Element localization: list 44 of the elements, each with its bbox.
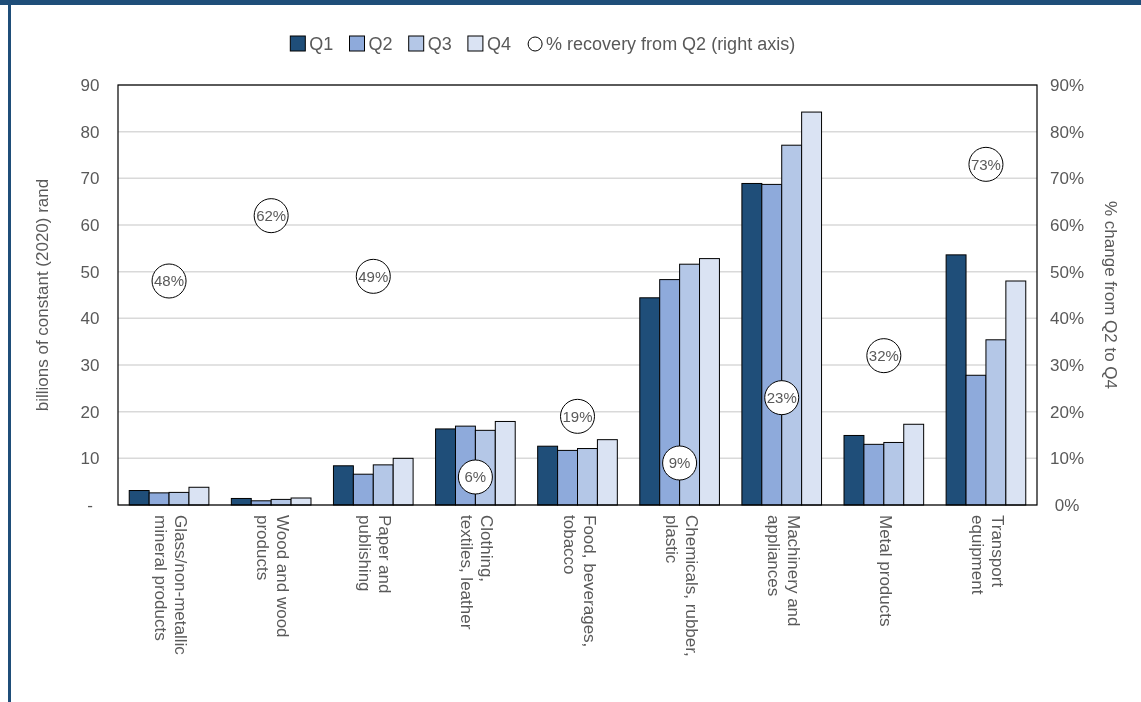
y2-tick-label: 60% (1049, 215, 1085, 235)
x-tick-label: Transport equipment (967, 515, 1007, 595)
y2-tick-label: 20% (1049, 402, 1085, 422)
y2-tick-label: 80% (1049, 122, 1085, 142)
legend-label: Q4 (486, 34, 511, 55)
x-tick-label: Glass/non-metallic mineral products (150, 515, 190, 656)
data-label: 32% (868, 346, 899, 364)
data-label: 23% (766, 388, 797, 406)
data-label: 19% (562, 407, 593, 425)
legend-label: Q2 (368, 34, 393, 55)
x-tick-label: Metal products (875, 515, 895, 627)
y2-tick-label: 10% (1049, 449, 1085, 469)
x-tick-label: Chemicals, rubber, plastic (661, 515, 701, 657)
y2-tick-label: 90% (1049, 75, 1085, 95)
y-tick-label: 20 (80, 402, 100, 422)
data-label: 48% (154, 272, 185, 290)
y2-tick-label: 50% (1049, 262, 1085, 282)
y-tick-label: 50 (80, 262, 100, 282)
x-tick-label: Paper and publishing (354, 515, 394, 594)
data-label: 73% (970, 155, 1001, 173)
y-axis-title: billions of constant (2020) rand (33, 178, 52, 412)
y2-tick-label: 40% (1049, 309, 1085, 329)
data-label: 6% (464, 468, 487, 486)
y-tick-label: - (87, 495, 93, 515)
data-label: 49% (358, 267, 389, 285)
y-tick-label: 70 (80, 169, 100, 189)
y-tick-label: 90 (80, 75, 100, 95)
x-tick-label: Wood and wood products (252, 515, 292, 638)
y-tick-label: 60 (80, 215, 100, 235)
y-tick-label: 40 (80, 309, 100, 329)
y-tick-label: 10 (80, 449, 100, 469)
y-tick-label: 80 (80, 122, 100, 142)
legend-label: % recovery from Q2 (right axis) (546, 34, 796, 55)
y-tick-label: 30 (80, 355, 100, 375)
x-tick-label: Food, beverages, tobacco (559, 515, 599, 648)
legend-label: Q1 (309, 34, 334, 55)
y2-tick-label: 0% (1054, 495, 1080, 515)
data-label: 62% (256, 206, 287, 224)
legend-label: Q3 (427, 34, 452, 55)
x-tick-label: Machinery and appliances (763, 515, 803, 627)
y2-axis-title: % change from Q2 to Q4 (1101, 200, 1120, 390)
y2-tick-label: 30% (1049, 355, 1085, 375)
y2-tick-label: 70% (1049, 169, 1085, 189)
data-label: 9% (668, 454, 691, 472)
